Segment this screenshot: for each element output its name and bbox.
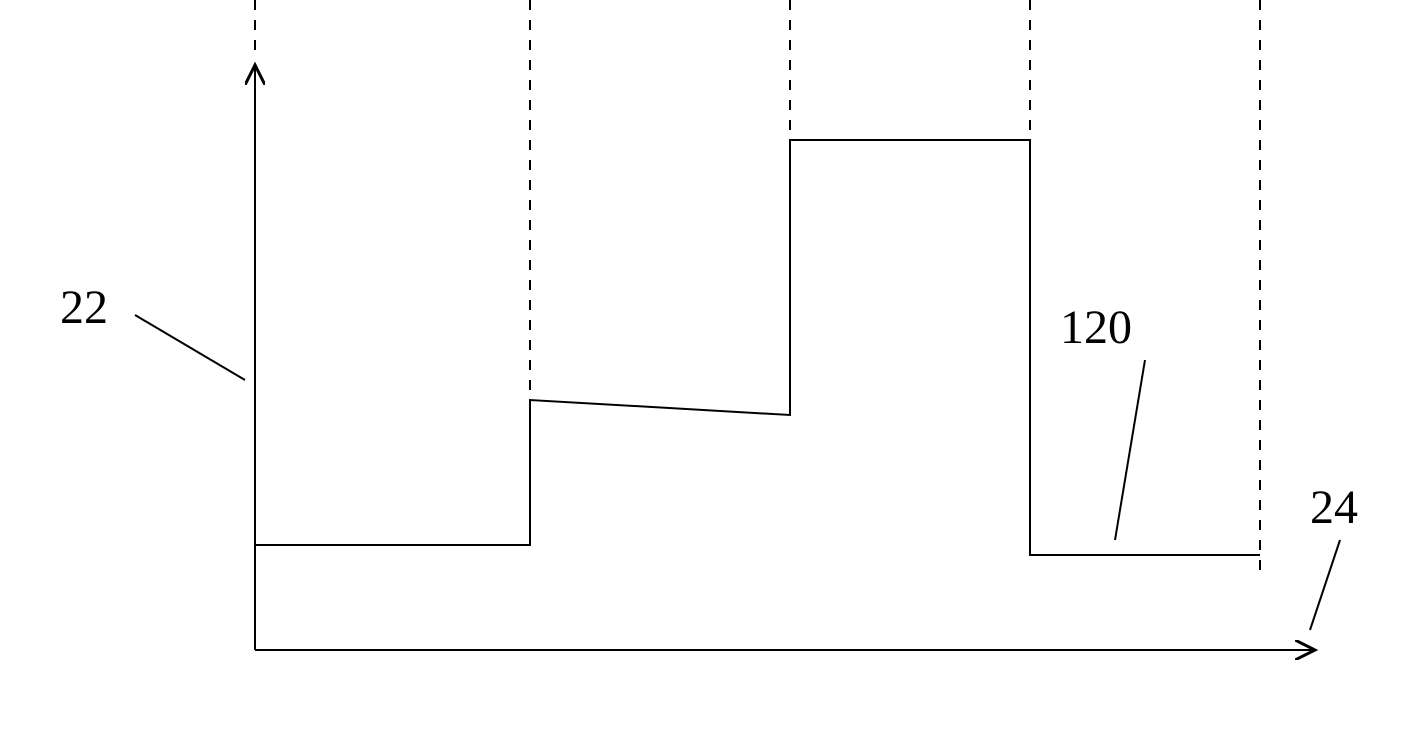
leader-line-24 [1310,540,1340,630]
leader-line-22 [135,315,245,380]
label-22: 22 [60,280,108,335]
diagram-svg [0,0,1411,755]
patent-step-diagram: 22 120 24 [0,0,1411,755]
leader-line-120 [1115,360,1145,540]
label-120: 120 [1060,300,1132,355]
label-24: 24 [1310,480,1358,535]
